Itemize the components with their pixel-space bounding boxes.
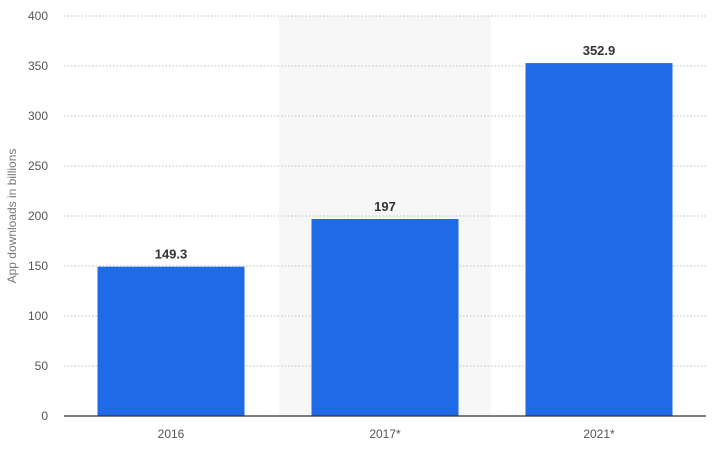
- y-tick-label: 200: [28, 209, 48, 223]
- x-tick-label: 2017*: [369, 427, 401, 441]
- y-tick-label: 50: [35, 359, 49, 373]
- y-tick-label: 350: [28, 59, 48, 73]
- value-labels: 149.3 197 352.9: [155, 43, 616, 262]
- x-tick-label: 2016: [158, 427, 185, 441]
- y-axis-title: App downloads in billions: [5, 149, 19, 284]
- x-axis-ticks: 2016 2017* 2021*: [158, 427, 615, 441]
- bar: [311, 219, 459, 416]
- bar: [525, 63, 673, 416]
- y-tick-label: 150: [28, 259, 48, 273]
- y-tick-label: 300: [28, 109, 48, 123]
- y-tick-label: 100: [28, 309, 48, 323]
- y-axis-ticks: 0 50 100 150 200 250 300 350 400: [28, 9, 48, 423]
- bar-value-label: 352.9: [583, 43, 616, 58]
- y-tick-label: 250: [28, 159, 48, 173]
- y-tick-label: 0: [41, 409, 48, 423]
- bar-value-label: 197: [374, 199, 396, 214]
- bar-value-label: 149.3: [155, 247, 188, 262]
- y-tick-label: 400: [28, 9, 48, 23]
- bars: [97, 63, 673, 416]
- bar: [97, 266, 245, 416]
- x-tick-label: 2021*: [583, 427, 615, 441]
